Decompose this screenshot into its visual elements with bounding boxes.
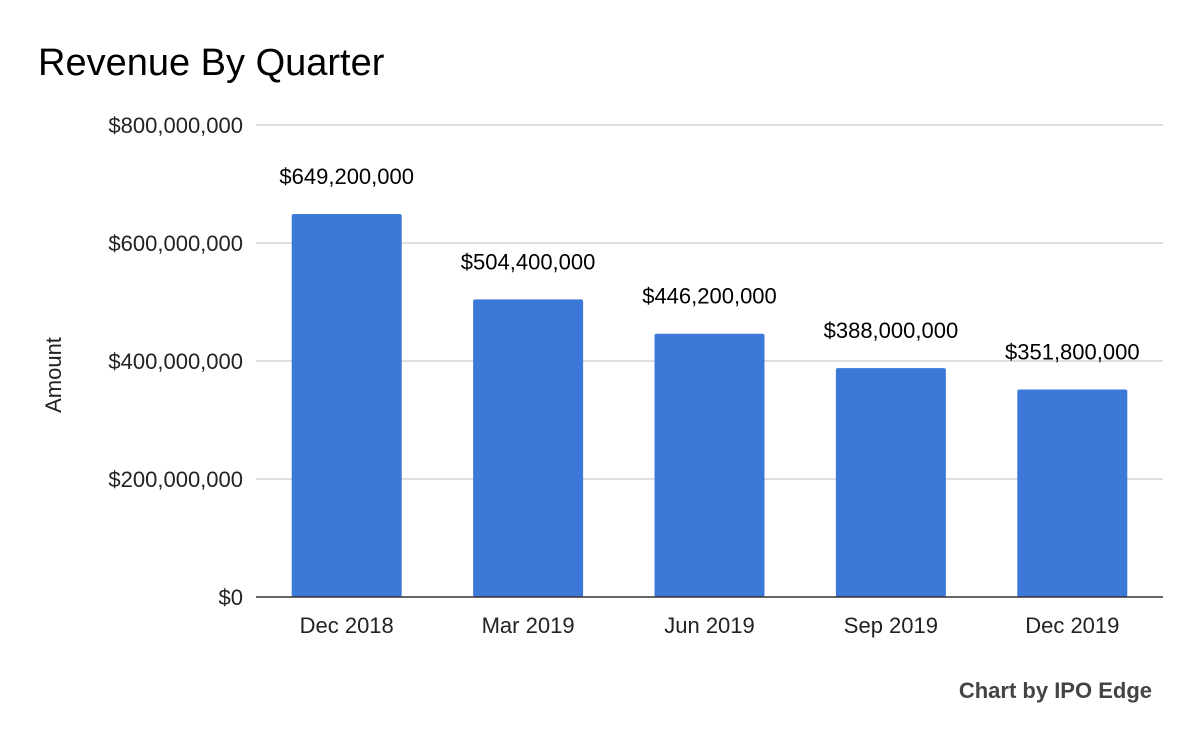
y-axis-tick-labels: $0 $200,000,000 $400,000,000 $600,000,000 $8… <box>108 113 243 610</box>
x-tick-label: Dec 2019 <box>1025 613 1119 638</box>
bar-value-label: $351,800,000 <box>1005 339 1140 364</box>
bar-value-label: $504,400,000 <box>461 249 596 274</box>
y-tick-label: $600,000,000 <box>108 231 243 256</box>
y-tick-label: $0 <box>219 585 243 610</box>
bar-sep-2019 <box>835 368 946 597</box>
bar-value-label: $649,200,000 <box>279 164 414 189</box>
x-tick-label: Dec 2018 <box>300 613 394 638</box>
chart-title: Revenue By Quarter <box>38 42 385 84</box>
bar-dec-2019 <box>1017 389 1128 597</box>
y-tick-label: $800,000,000 <box>108 113 243 138</box>
bar-dec-2018 <box>291 213 402 598</box>
x-axis-tick-labels: Dec 2018 Mar 2019 Jun 2019 Sep 2019 Dec 2019 <box>300 613 1120 638</box>
chart-credit: Chart by IPO Edge <box>959 678 1152 703</box>
x-tick-label: Jun 2019 <box>664 613 755 638</box>
y-tick-label: $200,000,000 <box>108 467 243 492</box>
x-tick-label: Mar 2019 <box>482 613 575 638</box>
y-axis-title: Amount <box>41 337 66 413</box>
data-labels: $649,200,000 $504,400,000 $446,200,000 $388… <box>279 164 1139 364</box>
bars <box>291 213 1128 598</box>
bar-value-label: $388,000,000 <box>824 318 959 343</box>
bar-mar-2019 <box>473 299 584 597</box>
bar-value-label: $446,200,000 <box>642 284 777 309</box>
bar-jun-2019 <box>654 333 765 597</box>
x-tick-label: Sep 2019 <box>844 613 938 638</box>
y-tick-label: $400,000,000 <box>108 349 243 374</box>
